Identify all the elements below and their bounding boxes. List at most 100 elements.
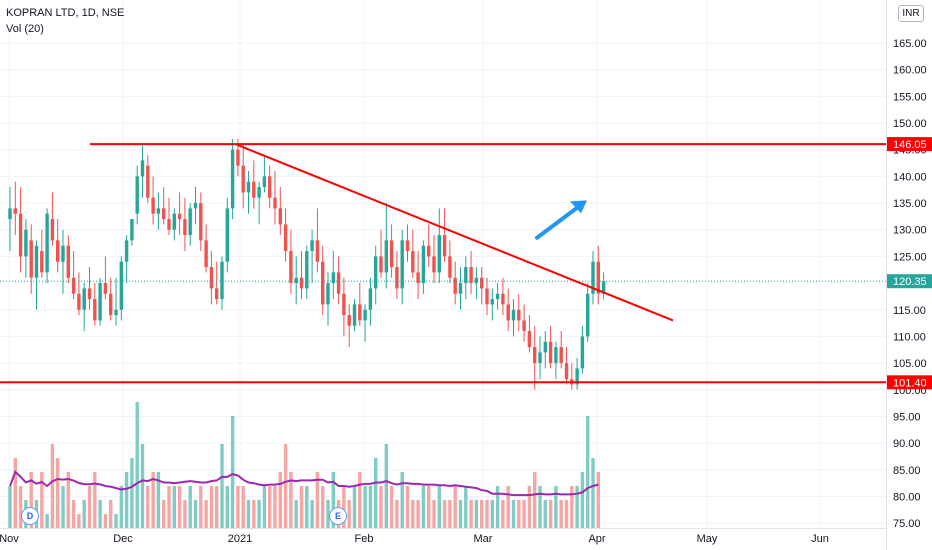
price-tick-3: 90.00 [893, 438, 921, 450]
volume-bar [395, 500, 399, 528]
volume-bar [66, 472, 70, 528]
volume-bar [124, 472, 129, 528]
volume-bar [151, 472, 155, 528]
candle-body [305, 251, 309, 289]
candle-body [559, 347, 563, 364]
currency-button[interactable]: INR [898, 5, 924, 22]
candle-body [315, 240, 320, 262]
candle-body [538, 352, 542, 364]
volume-label[interactable]: Vol (20) [6, 23, 44, 35]
volume-bar [167, 486, 171, 528]
volume-bar [437, 486, 441, 528]
volume-bar [50, 444, 55, 528]
volume-bar [538, 486, 542, 528]
candle-body [124, 240, 129, 262]
level-tag-1-text: 101.40 [893, 377, 927, 389]
price-tags: 146.05 101.40 120.35 [887, 137, 932, 390]
volume-bar [347, 500, 351, 528]
volume-bar [358, 472, 362, 528]
candle-body [474, 277, 479, 284]
candle-body [448, 256, 452, 278]
candle-body [236, 149, 240, 166]
volume-bar [315, 472, 320, 528]
trend-line[interactable] [235, 143, 674, 322]
volume-bar [591, 458, 595, 528]
candle-body [8, 208, 12, 220]
price-tick-17: 160.00 [893, 65, 927, 77]
candle-body [506, 304, 510, 321]
time-tick-3: Feb [355, 533, 374, 545]
candle-body [34, 245, 39, 278]
volume-bar [146, 486, 150, 528]
volume-bar [294, 500, 298, 528]
candle-body [405, 240, 410, 252]
candle-body [331, 272, 335, 284]
candle-body [511, 309, 516, 321]
candle-body [321, 261, 325, 305]
candle-body [273, 197, 277, 209]
volume-bar [453, 486, 457, 528]
candle-body [485, 288, 489, 305]
volume-bar [199, 486, 203, 528]
arrow-annotation[interactable] [535, 200, 587, 240]
volume-bar [225, 486, 229, 528]
price-tick-18: 165.00 [893, 38, 927, 50]
volume-bar [18, 486, 23, 528]
candle-body [326, 283, 330, 305]
candle-body [548, 341, 553, 364]
candle-body [400, 240, 404, 289]
volume-bar [548, 500, 553, 528]
candle-body [40, 251, 44, 273]
candle-body [480, 277, 484, 289]
level-tag-1-bg [887, 375, 932, 390]
volume-bar [416, 500, 420, 528]
time-axis-ticks[interactable]: Nov Dec 2021 Feb Mar Apr May Jun [0, 533, 829, 545]
volume-bar [71, 500, 76, 528]
volume-bar [363, 486, 367, 528]
volume-bar [490, 500, 494, 528]
candle-body [374, 256, 378, 289]
price-tick-10: 125.00 [893, 251, 927, 263]
candle-body [527, 331, 532, 348]
candle-body [257, 187, 261, 198]
volume-bar [278, 472, 282, 528]
horizontal-levels[interactable] [0, 143, 886, 384]
candle-body [77, 293, 81, 310]
arrow-head [570, 200, 587, 214]
candle-body [93, 299, 97, 321]
candle-body [18, 213, 23, 257]
volume-bar [188, 486, 192, 528]
candle-body [490, 299, 494, 305]
symbol-label[interactable]: KOPRAN LTD, 1D, NSE [6, 7, 125, 19]
volume-bar [517, 500, 521, 528]
volume-bar [305, 486, 309, 528]
volume-ma-line [9, 470, 599, 497]
volume-bar [289, 472, 293, 528]
price-tick-4: 95.00 [893, 411, 921, 423]
candle-body [453, 277, 457, 294]
volume-bar [533, 472, 537, 528]
candle-body [109, 293, 113, 316]
volume-bar [480, 500, 484, 528]
candle-body [252, 181, 256, 198]
volume-bar [220, 444, 224, 528]
dividend-event-icon[interactable]: D [21, 507, 39, 525]
volume-bars [8, 402, 600, 528]
price-tick-1: 80.00 [893, 491, 921, 503]
earnings-event-icon[interactable]: E [329, 507, 347, 525]
candle-body [554, 347, 558, 364]
volume-bar [326, 500, 330, 528]
candle-body [501, 293, 505, 305]
horizontal-gridlines [0, 42, 886, 524]
price-tick-8: 115.00 [893, 305, 926, 317]
volume-bar [183, 500, 187, 528]
volume-bar [384, 444, 388, 528]
volume-bar [193, 500, 198, 528]
candle-body [135, 176, 139, 214]
candle-body [204, 240, 208, 268]
volume-bar [156, 472, 161, 528]
candle-body [230, 149, 235, 209]
volume-bar [13, 458, 17, 528]
candle-body [522, 320, 526, 332]
